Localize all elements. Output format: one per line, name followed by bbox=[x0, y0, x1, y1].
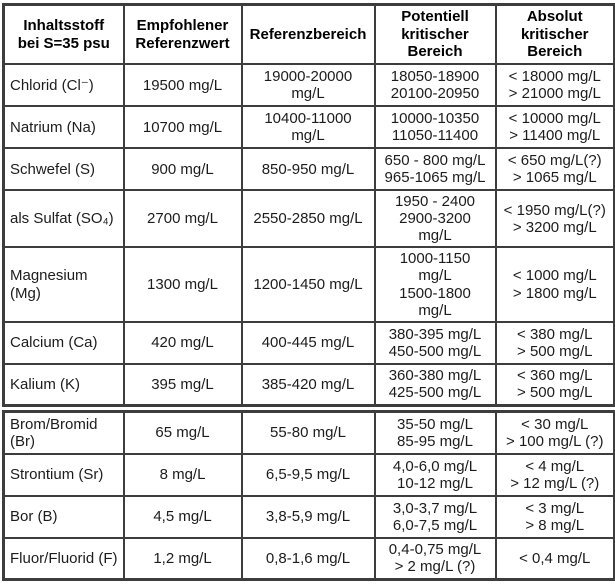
potential-critical-cell: 35-50 mg/L 85-95 mg/L bbox=[373, 410, 497, 455]
reference-range-cell: 3,8-5,9 mg/L bbox=[240, 494, 376, 539]
absolute-critical-cell: < 10000 mg/L > 11400 mg/L bbox=[494, 105, 615, 150]
potential-critical-cell: 360-380 mg/L 425-500 mg/L bbox=[373, 362, 497, 407]
recommended-cell: 8 mg/L bbox=[122, 452, 243, 497]
reference-range-cell: 10400-11000 mg/L bbox=[240, 105, 376, 150]
table-row-chlorid: Chlorid (Cl⁻) 19500 mg/L 19000-20000 mg/… bbox=[2, 63, 615, 108]
potential-critical-cell: 380-395 mg/L 450-500 mg/L bbox=[373, 320, 497, 365]
header-potential-critical: Potentiell kritischer Bereich bbox=[373, 3, 497, 66]
header-substance: Inhaltsstoff bei S=35 psu bbox=[2, 3, 125, 66]
reference-range-cell: 850-950 mg/L bbox=[240, 147, 376, 192]
table-row-natrium: Natrium (Na) 10700 mg/L 10400-11000 mg/L… bbox=[2, 105, 615, 150]
header-recommended-value: Empfohlener Referenzwert bbox=[122, 3, 243, 66]
substance-cell: Fluor/Fluorid (F) bbox=[2, 536, 125, 581]
absolute-critical-cell: < 380 mg/L > 500 mg/L bbox=[494, 320, 615, 365]
absolute-critical-cell: < 30 mg/L > 100 mg/L (?) bbox=[494, 410, 615, 455]
absolute-critical-cell: < 3 mg/L > 8 mg/L bbox=[494, 494, 615, 539]
potential-critical-cell: 0,4-0,75 mg/L > 2 mg/L (?) bbox=[373, 536, 497, 581]
reference-range-cell: 400-445 mg/L bbox=[240, 320, 376, 365]
substance-cell: Calcium (Ca) bbox=[2, 320, 125, 365]
absolute-critical-cell: < 650 mg/L(?) > 1065 mg/L bbox=[494, 147, 615, 192]
recommended-cell: 4,5 mg/L bbox=[122, 494, 243, 539]
substance-cell: Bor (B) bbox=[2, 494, 125, 539]
table-row-schwefel: Schwefel (S) 900 mg/L 850-950 mg/L 650 -… bbox=[2, 147, 615, 192]
absolute-critical-cell: < 0,4 mg/L bbox=[494, 536, 615, 581]
substance-cell: Chlorid (Cl⁻) bbox=[2, 63, 125, 108]
substance-cell: Kalium (K) bbox=[2, 362, 125, 407]
table-row-brom: Brom/Bromid (Br) 65 mg/L 55-80 mg/L 35-5… bbox=[2, 410, 615, 455]
substance-cell: Schwefel (S) bbox=[2, 147, 125, 192]
table-row-calcium: Calcium (Ca) 420 mg/L 400-445 mg/L 380-3… bbox=[2, 320, 615, 365]
absolute-critical-cell: < 360 mg/L > 500 mg/L bbox=[494, 362, 615, 407]
recommended-cell: 395 mg/L bbox=[122, 362, 243, 407]
recommended-cell: 1300 mg/L bbox=[122, 246, 243, 323]
substance-cell: Brom/Bromid (Br) bbox=[2, 410, 125, 455]
recommended-cell: 19500 mg/L bbox=[122, 63, 243, 108]
substance-cell: Magnesium (Mg) bbox=[2, 246, 125, 323]
reference-range-cell: 2550-2850 mg/L bbox=[240, 189, 376, 249]
table-row-strontium: Strontium (Sr) 8 mg/L 6,5-9,5 mg/L 4,0-6… bbox=[2, 452, 615, 497]
recommended-cell: 2700 mg/L bbox=[122, 189, 243, 249]
table-row-sulfat: als Sulfat (SO₄) 2700 mg/L 2550-2850 mg/… bbox=[2, 189, 615, 249]
reference-range-cell: 1200-1450 mg/L bbox=[240, 246, 376, 323]
reference-table-upper-section: Inhaltsstoff bei S=35 psu Empfohlener Re… bbox=[2, 3, 615, 408]
table-row-fluor: Fluor/Fluorid (F) 1,2 mg/L 0,8-1,6 mg/L … bbox=[2, 536, 615, 581]
recommended-cell: 900 mg/L bbox=[122, 147, 243, 192]
recommended-cell: 10700 mg/L bbox=[122, 105, 243, 150]
absolute-critical-cell: < 1950 mg/L(?) > 3200 mg/L bbox=[494, 189, 615, 249]
header-absolute-critical: Absolut kritischer Bereich bbox=[494, 3, 615, 66]
header-reference-range: Referenzbereich bbox=[240, 3, 376, 66]
table-row-magnesium: Magnesium (Mg) 1300 mg/L 1200-1450 mg/L … bbox=[2, 246, 615, 323]
absolute-critical-cell: < 18000 mg/L > 21000 mg/L bbox=[494, 63, 615, 108]
reference-range-cell: 385-420 mg/L bbox=[240, 362, 376, 407]
recommended-cell: 65 mg/L bbox=[122, 410, 243, 455]
reference-range-cell: 19000-20000 mg/L bbox=[240, 63, 376, 108]
potential-critical-cell: 1950 - 2400 2900-3200 mg/L bbox=[373, 189, 497, 249]
recommended-cell: 1,2 mg/L bbox=[122, 536, 243, 581]
potential-critical-cell: 10000-10350 11050-11400 bbox=[373, 105, 497, 150]
absolute-critical-cell: < 1000 mg/L > 1800 mg/L bbox=[494, 246, 615, 323]
substance-cell: Natrium (Na) bbox=[2, 105, 125, 150]
potential-critical-cell: 18050-18900 20100-20950 bbox=[373, 63, 497, 108]
potential-critical-cell: 4,0-6,0 mg/L 10-12 mg/L bbox=[373, 452, 497, 497]
substance-cell: Strontium (Sr) bbox=[2, 452, 125, 497]
potential-critical-cell: 3,0-3,7 mg/L 6,0-7,5 mg/L bbox=[373, 494, 497, 539]
reference-table-lower-section: Brom/Bromid (Br) 65 mg/L 55-80 mg/L 35-5… bbox=[2, 410, 615, 582]
recommended-cell: 420 mg/L bbox=[122, 320, 243, 365]
potential-critical-cell: 1000-1150 mg/L 1500-1800 mg/L bbox=[373, 246, 497, 323]
absolute-critical-cell: < 4 mg/L > 12 mg/L (?) bbox=[494, 452, 615, 497]
reference-range-cell: 0,8-1,6 mg/L bbox=[240, 536, 376, 581]
reference-range-cell: 55-80 mg/L bbox=[240, 410, 376, 455]
reference-range-cell: 6,5-9,5 mg/L bbox=[240, 452, 376, 497]
table-row-bor: Bor (B) 4,5 mg/L 3,8-5,9 mg/L 3,0-3,7 mg… bbox=[2, 494, 615, 539]
substance-cell: als Sulfat (SO₄) bbox=[2, 189, 125, 249]
table-row-kalium: Kalium (K) 395 mg/L 385-420 mg/L 360-380… bbox=[2, 362, 615, 407]
potential-critical-cell: 650 - 800 mg/L 965-1065 mg/L bbox=[373, 147, 497, 192]
table-header-row: Inhaltsstoff bei S=35 psu Empfohlener Re… bbox=[2, 3, 615, 66]
